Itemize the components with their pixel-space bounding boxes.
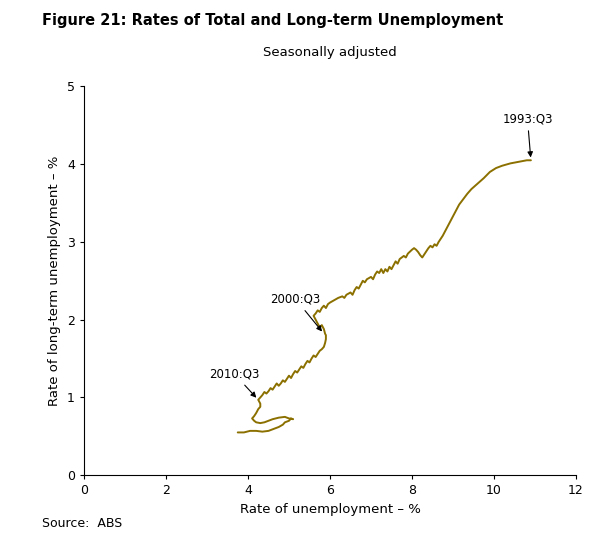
Text: 2000:Q3: 2000:Q3 bbox=[271, 293, 322, 330]
Text: Figure 21: Rates of Total and Long-term Unemployment: Figure 21: Rates of Total and Long-term … bbox=[42, 14, 503, 29]
Y-axis label: Rate of long-term unemployment – %: Rate of long-term unemployment – % bbox=[49, 156, 61, 406]
Text: 1993:Q3: 1993:Q3 bbox=[502, 112, 553, 156]
Text: Source:  ABS: Source: ABS bbox=[42, 517, 122, 530]
X-axis label: Rate of unemployment – %: Rate of unemployment – % bbox=[239, 503, 421, 516]
Text: Seasonally adjusted: Seasonally adjusted bbox=[263, 46, 397, 59]
Text: 2010:Q3: 2010:Q3 bbox=[209, 367, 259, 397]
